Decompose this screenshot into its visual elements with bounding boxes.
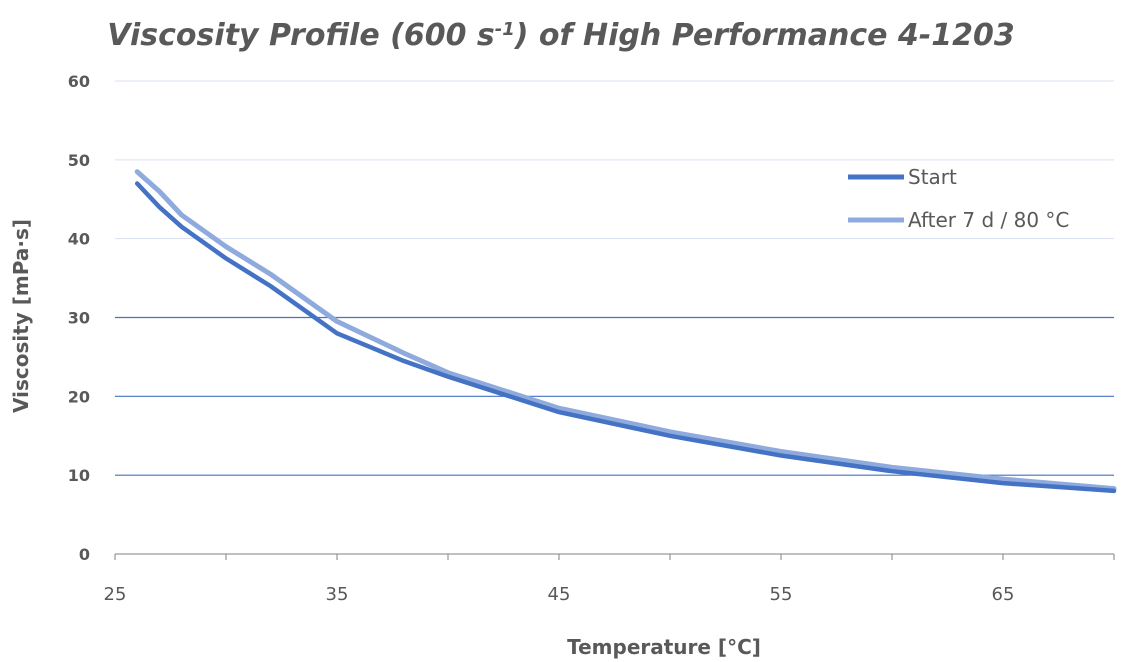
legend: Start After 7 d / 80 °C — [848, 165, 1069, 232]
gridlines — [115, 80, 1114, 476]
x-tick-label-35: 35 — [326, 584, 349, 605]
x-tick-label-45: 45 — [548, 584, 571, 605]
y-tick-label-40: 40 — [68, 230, 90, 249]
y-tick-label-0: 0 — [79, 545, 90, 564]
series-line-1 — [134, 169, 1117, 492]
y-axis-title: Viscosity [mPa·s] — [9, 219, 33, 413]
y-tick-label-10: 10 — [68, 466, 90, 485]
x-axis: 25 35 45 55 65 — [104, 553, 1115, 605]
y-tick-label-50: 50 — [68, 151, 90, 170]
series-lines — [134, 169, 1117, 494]
x-tick-label-55: 55 — [770, 584, 793, 605]
legend-label-1: After 7 d / 80 °C — [908, 208, 1069, 232]
chart-title-main: Viscosity Profile (600 s — [107, 18, 495, 53]
x-axis-title: Temperature [°C] — [567, 635, 761, 659]
legend-label-0: Start — [908, 165, 957, 189]
y-tick-label-30: 30 — [68, 309, 90, 328]
y-axis-ticks: 0 10 20 30 40 50 60 — [68, 72, 90, 564]
chart-title-superscript: -1 — [495, 19, 515, 40]
x-tick-label-25: 25 — [104, 584, 127, 605]
chart-title-end: ) of High Performance 4-1203 — [514, 18, 1015, 53]
y-tick-label-60: 60 — [68, 72, 90, 91]
chart-title: Viscosity Profile (600 s-1) of High Perf… — [107, 18, 1014, 53]
series-line-0 — [134, 181, 1117, 494]
x-tick-label-65: 65 — [992, 584, 1015, 605]
y-tick-label-20: 20 — [68, 387, 90, 406]
